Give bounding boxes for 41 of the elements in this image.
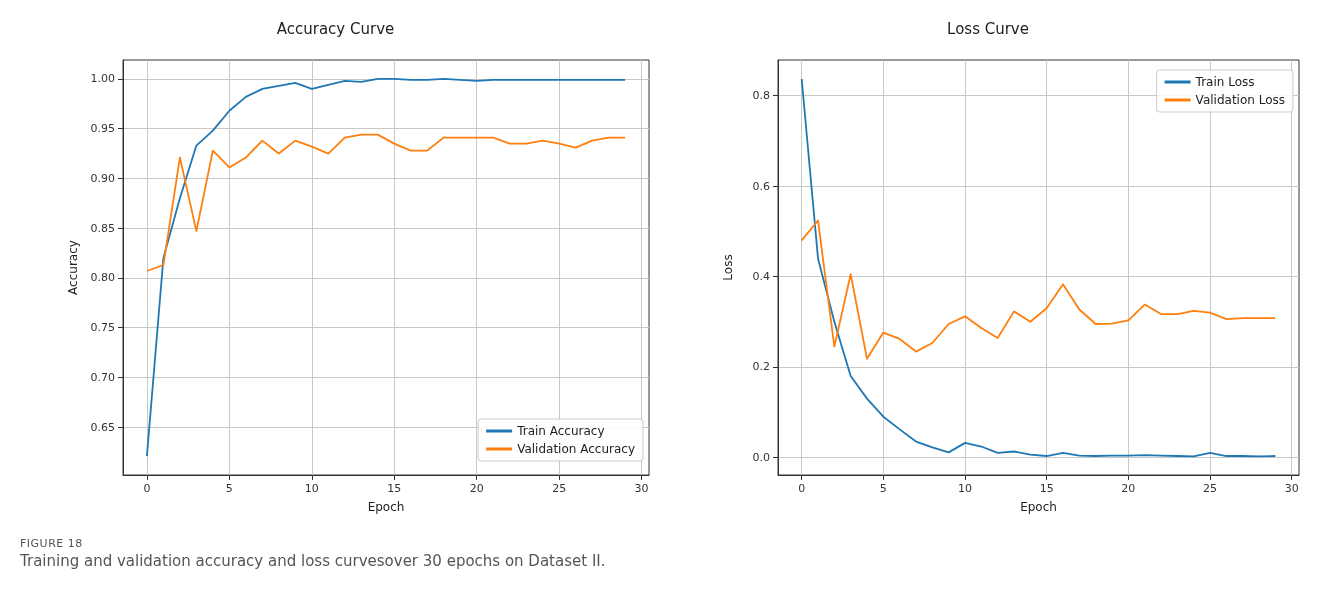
legend-label: Validation Accuracy <box>517 442 635 456</box>
y-tick-label: 1.00 <box>90 72 115 86</box>
x-tick-label: 25 <box>1202 482 1217 495</box>
y-tick-label: 0.70 <box>90 370 115 384</box>
x-tick-label: 30 <box>1284 482 1299 495</box>
x-axis-title: Epoch <box>1020 500 1057 514</box>
x-axis-title: Epoch <box>367 500 405 514</box>
y-tick-label: 0.90 <box>90 171 115 185</box>
x-tick-label: 5 <box>225 482 233 495</box>
x-tick-label: 15 <box>1039 482 1054 495</box>
y-tick-label: 0.8 <box>752 89 770 103</box>
y-tick-label: 0.65 <box>90 420 115 434</box>
text: Training and validation accuracy and loss curvesover 30 epochs on Dataset II. <box>20 552 607 570</box>
legend-label: Train Loss <box>1194 75 1255 89</box>
x-tick-label: 25 <box>552 482 567 495</box>
caption: FIGURE 18 <box>20 537 84 550</box>
y-tick-label: 0.2 <box>752 360 770 374</box>
y-tick-label: 0.0 <box>752 450 770 464</box>
legend-label: Validation Loss <box>1195 93 1285 107</box>
x-tick-label: 15 <box>387 482 402 495</box>
x-tick-label: 10 <box>958 482 972 495</box>
y-tick-label: 0.95 <box>90 122 115 136</box>
x-tick-label: 20 <box>469 482 484 495</box>
x-tick-label: 0 <box>798 482 806 495</box>
y-axis-title: Loss <box>721 254 735 281</box>
line-series <box>800 219 1277 360</box>
x-tick-label: 10 <box>304 482 319 495</box>
x-tick-label: 20 <box>1121 482 1136 495</box>
y-tick-label: 0.85 <box>90 221 115 235</box>
line-series <box>146 133 626 272</box>
x-tick-label: 0 <box>143 482 151 495</box>
x-tick-label: 30 <box>634 482 649 495</box>
y-tick-label: 0.6 <box>752 179 770 193</box>
x-tick-label: 5 <box>879 482 887 495</box>
y-tick-label: 0.75 <box>90 321 115 335</box>
y-axis-title: Accuracy <box>66 240 80 295</box>
chart-title: Loss Curve <box>947 19 1029 38</box>
y-tick-label: 0.80 <box>90 271 115 285</box>
chart-title: Accuracy Curve <box>276 19 395 38</box>
y-tick-label: 0.4 <box>752 270 770 284</box>
legend-label: Train Accuracy <box>516 424 605 438</box>
